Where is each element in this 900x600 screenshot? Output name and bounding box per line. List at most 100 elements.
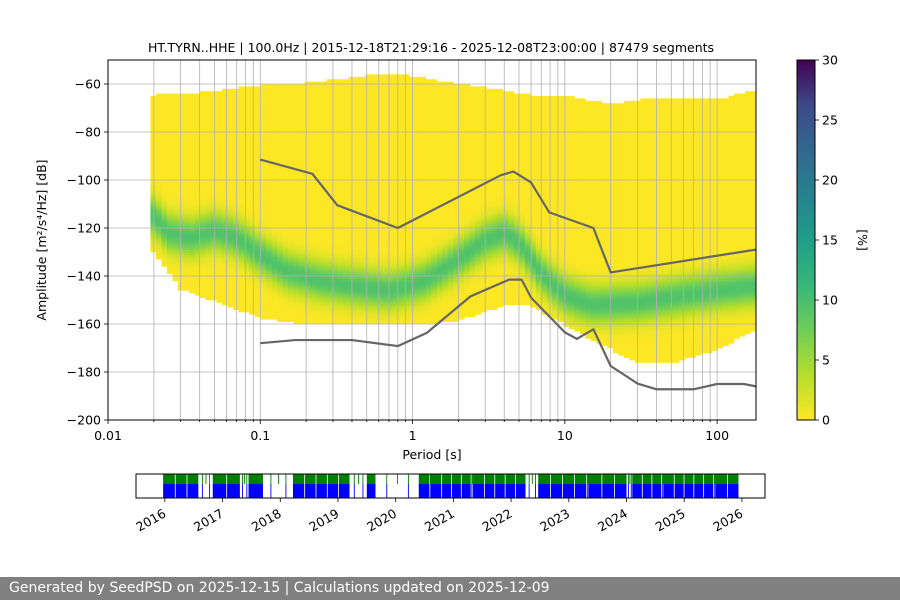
- heatmap-cell: [227, 259, 234, 262]
- heatmap-cell: [227, 194, 234, 198]
- heatmap-cell: [387, 144, 394, 147]
- heatmap-cell: [155, 136, 162, 140]
- heatmap-cell: [299, 192, 305, 195]
- heatmap-cell: [409, 225, 416, 229]
- heatmap-cell: [222, 244, 228, 248]
- heatmap-cell: [271, 120, 278, 123]
- heatmap-cell: [365, 201, 372, 205]
- heatmap-cell: [288, 201, 294, 205]
- heatmap-cell: [321, 288, 328, 291]
- heatmap-cell: [282, 278, 289, 282]
- heatmap-cell: [216, 201, 223, 205]
- heatmap-cell: [266, 201, 272, 205]
- heatmap-cell: [299, 139, 305, 142]
- heatmap-cell: [370, 192, 377, 195]
- heatmap-cell: [277, 252, 283, 255]
- heatmap-cell: [354, 100, 361, 104]
- heatmap-cell: [337, 84, 344, 87]
- heatmap-cell: [425, 93, 432, 97]
- heatmap-cell: [194, 117, 201, 121]
- heatmap-cell: [293, 232, 300, 236]
- heatmap-cell: [266, 153, 272, 157]
- heatmap-cell: [398, 148, 405, 152]
- heatmap-cell: [260, 271, 267, 274]
- heatmap-cell: [304, 283, 311, 286]
- heatmap-cell: [222, 220, 228, 224]
- heatmap-cell: [343, 264, 350, 267]
- heatmap-cell: [337, 256, 344, 260]
- heatmap-cell: [266, 110, 272, 114]
- heatmap-cell: [150, 182, 157, 186]
- heatmap-cell: [188, 122, 195, 126]
- heatmap-cell: [188, 247, 195, 250]
- heatmap-cell: [392, 84, 399, 87]
- heatmap-cell: [409, 223, 416, 226]
- heatmap-cell: [398, 192, 405, 195]
- heatmap-cell: [277, 148, 283, 152]
- heatmap-cell: [288, 86, 294, 90]
- heatmap-cell: [420, 189, 427, 193]
- heatmap-cell: [326, 160, 333, 164]
- heatmap-cell: [431, 321, 438, 325]
- heatmap-cell: [277, 88, 283, 92]
- heatmap-cell: [326, 122, 333, 126]
- heatmap-cell: [199, 132, 206, 135]
- heatmap-cell: [194, 108, 201, 111]
- heatmap-cell: [155, 228, 162, 231]
- heatmap-cell: [326, 285, 333, 289]
- heatmap-cell: [271, 247, 278, 250]
- heatmap-cell: [216, 189, 223, 193]
- heatmap-cell: [172, 278, 179, 282]
- heatmap-cell: [255, 105, 261, 109]
- heatmap-cell: [431, 88, 438, 92]
- heatmap-cell: [365, 295, 372, 298]
- heatmap-cell: [155, 237, 162, 241]
- heatmap-cell: [337, 240, 344, 243]
- heatmap-cell: [365, 120, 372, 123]
- heatmap-cell: [188, 160, 195, 164]
- heatmap-cell: [343, 170, 350, 174]
- heatmap-cell: [194, 244, 201, 248]
- heatmap-cell: [188, 100, 195, 104]
- heatmap-cell: [387, 108, 394, 111]
- heatmap-cell: [172, 201, 179, 205]
- heatmap-cell: [431, 153, 438, 157]
- heatmap-cell: [266, 117, 272, 121]
- heatmap-cell: [166, 184, 173, 188]
- heatmap-cell: [211, 139, 217, 142]
- heatmap-cell: [150, 216, 157, 219]
- heatmap-cell: [310, 312, 316, 315]
- heatmap-cell: [403, 81, 410, 85]
- heatmap-cell: [398, 213, 405, 217]
- heatmap-cell: [233, 216, 239, 219]
- heatmap-cell: [188, 177, 195, 181]
- heatmap-cell: [244, 273, 250, 277]
- heatmap-cell: [260, 302, 267, 306]
- heatmap-cell: [216, 139, 223, 142]
- heatmap-cell: [420, 122, 427, 126]
- heatmap-cell: [172, 98, 179, 102]
- heatmap-cell: [431, 103, 438, 106]
- heatmap-cell: [398, 218, 405, 222]
- heatmap-cell: [227, 261, 234, 265]
- heatmap-cell: [315, 168, 322, 171]
- heatmap-cell: [238, 156, 245, 159]
- heatmap-cell: [403, 206, 410, 210]
- heatmap-cell: [381, 103, 388, 106]
- heatmap-cell: [211, 165, 217, 169]
- heatmap-cell: [359, 261, 366, 265]
- heatmap-cell: [387, 172, 394, 176]
- heatmap-cell: [299, 160, 305, 164]
- heatmap-cell: [337, 247, 344, 250]
- heatmap-cell: [216, 141, 223, 145]
- heatmap-cell: [365, 278, 372, 282]
- heatmap-cell: [420, 285, 427, 289]
- heatmap-cell: [436, 242, 443, 246]
- heatmap-cell: [205, 240, 212, 243]
- heatmap-cell: [205, 244, 212, 248]
- heatmap-cell: [222, 266, 228, 270]
- heatmap-cell: [266, 254, 272, 258]
- heatmap-cell: [238, 189, 245, 193]
- heatmap-cell: [238, 139, 245, 142]
- heatmap-cell: [161, 165, 168, 169]
